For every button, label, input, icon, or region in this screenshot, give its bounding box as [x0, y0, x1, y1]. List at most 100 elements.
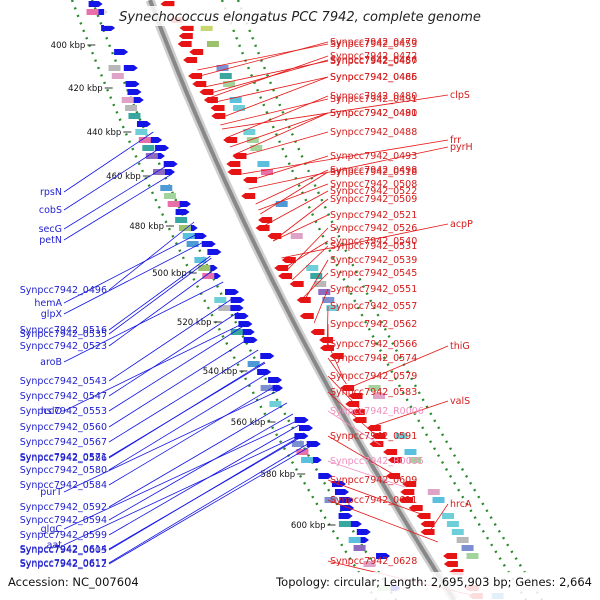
- reverse-gene: [420, 521, 435, 527]
- cog-block: [138, 137, 151, 143]
- left-gene-label: cobS: [39, 205, 62, 216]
- cog-block: [233, 105, 246, 111]
- forward-gene: [356, 529, 371, 535]
- right-leader-line: [326, 305, 329, 349]
- reverse-gene: [400, 489, 415, 495]
- left-leader-line: [108, 221, 195, 291]
- left-leader-line: [108, 424, 300, 536]
- reverse-gene: [227, 169, 242, 175]
- left-gene-label: hemA: [34, 298, 62, 309]
- cog-block: [153, 169, 166, 175]
- left-leader-line: [63, 389, 280, 493]
- rna-gene-label: Synpcc7942_R0035: [330, 456, 424, 467]
- right-gene-label: Synpcc7942_0472: [330, 51, 417, 62]
- reverse-gene: [319, 337, 334, 343]
- left-leader-line: [63, 432, 304, 546]
- cog-block: [243, 129, 256, 135]
- right-gene-label: Synpcc7942_0481: [330, 108, 417, 119]
- right-gene-label: Synpcc7942_0522: [330, 186, 417, 197]
- forward-gene: [88, 1, 103, 7]
- cog-block: [128, 113, 141, 119]
- right-gene-label: Synpcc7942_0466: [330, 72, 417, 83]
- left-leader-line: [63, 131, 154, 193]
- right-leader-line: [221, 94, 449, 130]
- right-leader-line: [248, 146, 449, 190]
- forward-gene: [339, 497, 354, 503]
- right-leader-line: [260, 171, 329, 215]
- cog-block: [301, 457, 314, 463]
- right-gene-label: hrcA: [450, 499, 472, 510]
- right-gene-label: Synpcc7942_0521: [330, 210, 417, 221]
- right-gene-label: Synpcc7942_0562: [330, 319, 417, 330]
- forward-gene: [127, 89, 142, 95]
- right-gene-label: Synpcc7942_0574: [330, 353, 417, 364]
- left-gene-label: Synpcc7942_0543: [20, 376, 107, 387]
- left-leader-line: [63, 241, 204, 315]
- forward-gene: [238, 321, 253, 327]
- reverse-gene: [281, 257, 296, 263]
- right-leader-line: [370, 400, 449, 428]
- label-leader-lines: [63, 41, 472, 596]
- left-gene-label: Synpcc7942_0584: [20, 480, 107, 491]
- right-gene-label: Synpcc7942_0490: [330, 108, 417, 119]
- cog-block: [145, 153, 158, 159]
- forward-gene: [243, 337, 258, 343]
- right-gene-label: valS: [450, 396, 470, 407]
- left-leader-line: [63, 173, 173, 241]
- right-leader-line: [285, 240, 329, 268]
- cog-block: [178, 225, 191, 231]
- left-gene-label: Synpcc7942_0586: [20, 453, 107, 464]
- right-gene-label: pyrH: [450, 142, 473, 153]
- reverse-gene: [369, 441, 384, 447]
- forward-gene: [240, 329, 255, 335]
- reverse-gene: [241, 193, 256, 199]
- reverse-gene: [383, 449, 398, 455]
- cog-block: [261, 169, 274, 175]
- cog-block: [318, 289, 331, 295]
- forward-gene: [201, 241, 216, 247]
- reverse-gene: [189, 49, 204, 55]
- kbp-tick-label: 400 kbp: [51, 41, 86, 51]
- cog-block: [310, 273, 323, 279]
- right-leader-line: [327, 499, 439, 543]
- forward-gene: [334, 489, 349, 495]
- reverse-gene: [188, 73, 203, 79]
- right-gene-label: Synpcc7942_0557: [330, 301, 417, 312]
- forward-gene: [294, 417, 309, 423]
- right-gene-label: clpS: [450, 90, 470, 101]
- right-leader-line: [207, 59, 329, 95]
- left-leader-line: [108, 384, 278, 486]
- right-leader-line: [327, 391, 375, 435]
- left-gene-label: Synpcc7942_0614: [20, 544, 107, 555]
- left-leader-line: [63, 147, 161, 211]
- kbp-tick-label: 440 kbp: [87, 128, 122, 138]
- right-leader-line: [287, 227, 329, 271]
- cog-block: [125, 105, 138, 111]
- genome-backbone: [148, 0, 456, 600]
- left-leader-line: [108, 433, 305, 551]
- cog-block: [135, 129, 148, 135]
- right-leader-line: [301, 272, 329, 300]
- cog-block: [182, 233, 195, 239]
- cog-block: [111, 73, 124, 79]
- cog-block: [175, 217, 188, 223]
- cog-block: [229, 97, 242, 103]
- right-gene-label: Synpcc7942_0551: [330, 284, 417, 295]
- cog-block: [200, 25, 213, 31]
- right-gene-label: Synpcc7942_0545: [330, 268, 417, 279]
- cog-block: [186, 241, 199, 247]
- kbp-tick-label: 420 kbp: [68, 84, 103, 94]
- forward-gene: [306, 441, 321, 447]
- right-gene-label: Synpcc7942_0628: [330, 556, 417, 567]
- reverse-gene: [329, 353, 344, 359]
- cog-block: [206, 41, 219, 47]
- forward-gene: [347, 521, 362, 527]
- reverse-gene: [366, 425, 381, 431]
- cog-block: [446, 521, 459, 527]
- right-leader-line: [265, 190, 329, 226]
- forward-gene: [229, 305, 244, 311]
- left-leader-line: [108, 413, 294, 521]
- right-leader-line: [272, 214, 329, 242]
- left-leader-line: [108, 255, 211, 331]
- left-gene-label: Synpcc7942_0560: [20, 422, 107, 433]
